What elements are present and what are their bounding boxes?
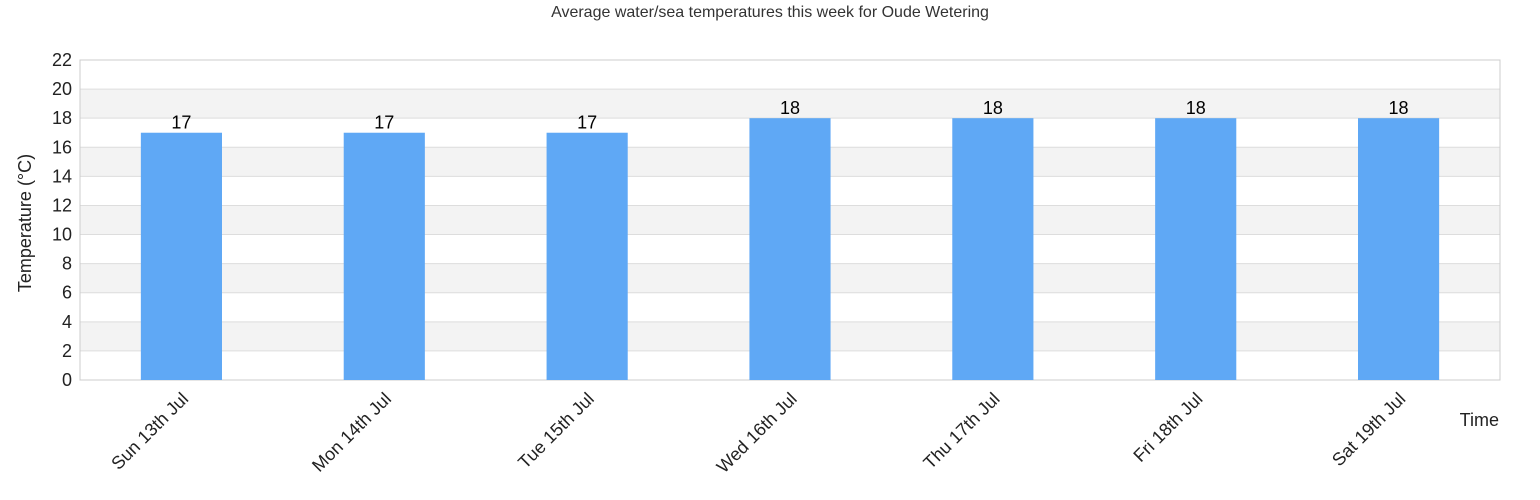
y-tick-label: 18: [52, 108, 72, 128]
bar: [140, 132, 222, 380]
data-label: 17: [374, 113, 394, 133]
bar: [952, 118, 1034, 380]
bar: [1155, 118, 1237, 380]
y-axis-label: Temperature (°C): [15, 154, 35, 292]
y-tick-label: 4: [62, 312, 72, 332]
y-tick-label: 20: [52, 79, 72, 99]
chart-title: Average water/sea temperatures this week…: [551, 4, 989, 21]
bars: [140, 118, 1440, 380]
y-tick-label: 22: [52, 50, 72, 70]
x-tick-label: Sat 19th Jul: [1328, 389, 1409, 470]
x-tick-label: Thu 17th Jul: [919, 389, 1003, 473]
x-tick-label: Fri 18th Jul: [1129, 389, 1206, 466]
y-tick-label: 0: [62, 370, 72, 390]
y-tick-label: 6: [62, 283, 72, 303]
x-tick-label: Tue 15th Jul: [514, 389, 598, 473]
data-label: 18: [780, 98, 800, 118]
background-band: [80, 89, 1500, 119]
y-tick-label: 2: [62, 341, 72, 361]
y-tick-label: 10: [52, 225, 72, 245]
data-label: 17: [171, 113, 191, 133]
bar: [1358, 118, 1440, 380]
y-axis-ticks: 0 2 4 6 8 10 12 14 16 18 20 22: [52, 50, 72, 390]
x-tick-label: Sun 13th Jul: [107, 389, 192, 474]
x-axis-ticks: Sun 13th Jul Mon 14th Jul Tue 15th Jul Wed …: [107, 389, 1409, 477]
data-label: 18: [983, 98, 1003, 118]
y-tick-label: 12: [52, 195, 72, 215]
y-tick-label: 14: [52, 166, 72, 186]
bar: [343, 132, 425, 380]
data-label: 18: [1389, 98, 1409, 118]
x-tick-label: Wed 16th Jul: [713, 389, 801, 477]
y-tick-label: 8: [62, 254, 72, 274]
bar: [749, 118, 831, 380]
x-tick-label: Mon 14th Jul: [308, 389, 395, 476]
data-label: 18: [1186, 98, 1206, 118]
data-labels: 17 17 17 18 18 18 18: [171, 98, 1408, 133]
data-label: 17: [577, 113, 597, 133]
bar: [546, 132, 628, 380]
x-axis-label: Time: [1460, 410, 1499, 430]
y-tick-label: 16: [52, 137, 72, 157]
